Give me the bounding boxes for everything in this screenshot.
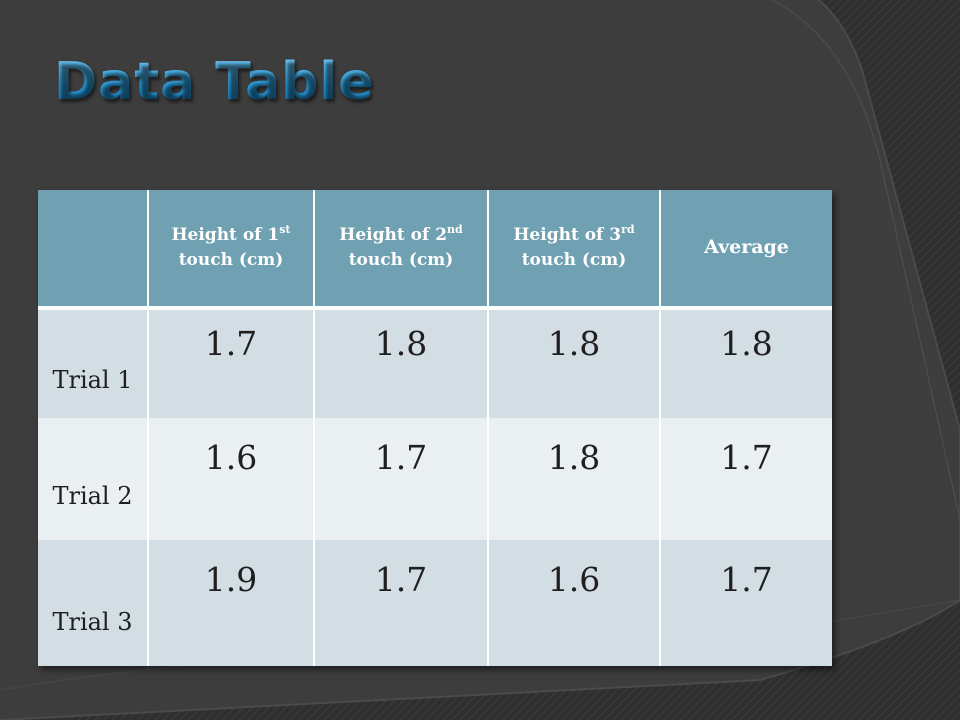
header-corner-cell (38, 190, 149, 310)
header-cell-height-3: Height of 3rd touch (cm) (488, 190, 661, 310)
header-line: touch (cm) (348, 250, 454, 270)
table-cell: 1.7 (314, 540, 489, 666)
table-cell: 1.9 (148, 540, 315, 666)
header-line: touch (cm) (178, 250, 284, 270)
table-cell: 1.7 (148, 308, 315, 418)
table-cell: 1.8 (488, 308, 661, 418)
header-cell-height-2: Height of 2nd touch (cm) (314, 190, 489, 310)
table-cell: 1.7 (660, 418, 832, 540)
table-cell: 1.8 (660, 308, 832, 418)
table-cell: 1.8 (314, 308, 489, 418)
table-row: Trial 3 1.9 1.7 1.6 1.7 (38, 540, 832, 666)
table-cell: 1.8 (488, 418, 661, 540)
header-line: touch (cm) (521, 250, 627, 270)
header-line: Height of 2nd (339, 223, 463, 246)
table-cell: 1.6 (488, 540, 661, 666)
table-cell: 1.7 (660, 540, 832, 666)
table-cell: 1.7 (314, 418, 489, 540)
header-cell-height-1: Height of 1st touch (cm) (148, 190, 315, 310)
table-row: Trial 2 1.6 1.7 1.8 1.7 (38, 418, 832, 540)
row-label: Trial 2 (38, 418, 149, 540)
slide-title: Data Table (54, 52, 375, 112)
row-label: Trial 1 (38, 308, 149, 418)
header-line: Height of 3rd (513, 223, 635, 246)
table-cell: 1.6 (148, 418, 315, 540)
row-label: Trial 3 (38, 540, 149, 666)
header-row: Height of 1st touch (cm) Height of 2nd t… (38, 190, 832, 310)
data-table: Height of 1st touch (cm) Height of 2nd t… (38, 190, 832, 666)
header-line: Height of 1st (171, 223, 291, 246)
header-cell-average: Average (660, 190, 832, 310)
table-row: Trial 1 1.7 1.8 1.8 1.8 (38, 308, 832, 418)
